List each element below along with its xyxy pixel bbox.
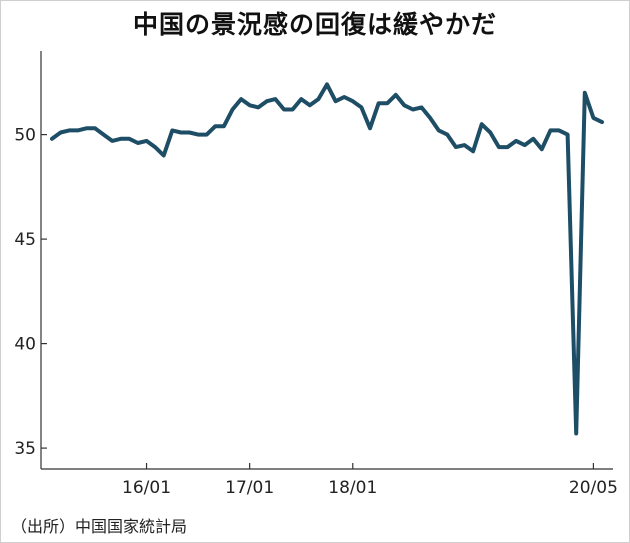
x-tick-label: 16/01 — [122, 478, 171, 498]
x-axis-ticks: 16/01 17/01 18/01 20/05 — [122, 463, 618, 498]
y-tick-label: 40 — [14, 335, 36, 355]
y-axis-ticks: 35 40 45 50 — [14, 126, 47, 459]
y-tick-label: 50 — [14, 126, 36, 146]
chart-title: 中国の景況感の回復は緩やかだ — [132, 10, 497, 39]
series-layer — [50, 82, 604, 436]
chart-axes — [40, 51, 613, 470]
series-line — [50, 82, 604, 436]
x-tick-label: 18/01 — [328, 478, 377, 498]
y-tick-label: 45 — [14, 230, 36, 250]
y-tick-label: 35 — [14, 439, 36, 459]
source-note: （出所）中国国家統計局 — [11, 517, 188, 536]
x-tick-label: 20/05 — [569, 478, 618, 498]
x-tick-label: 17/01 — [225, 478, 274, 498]
